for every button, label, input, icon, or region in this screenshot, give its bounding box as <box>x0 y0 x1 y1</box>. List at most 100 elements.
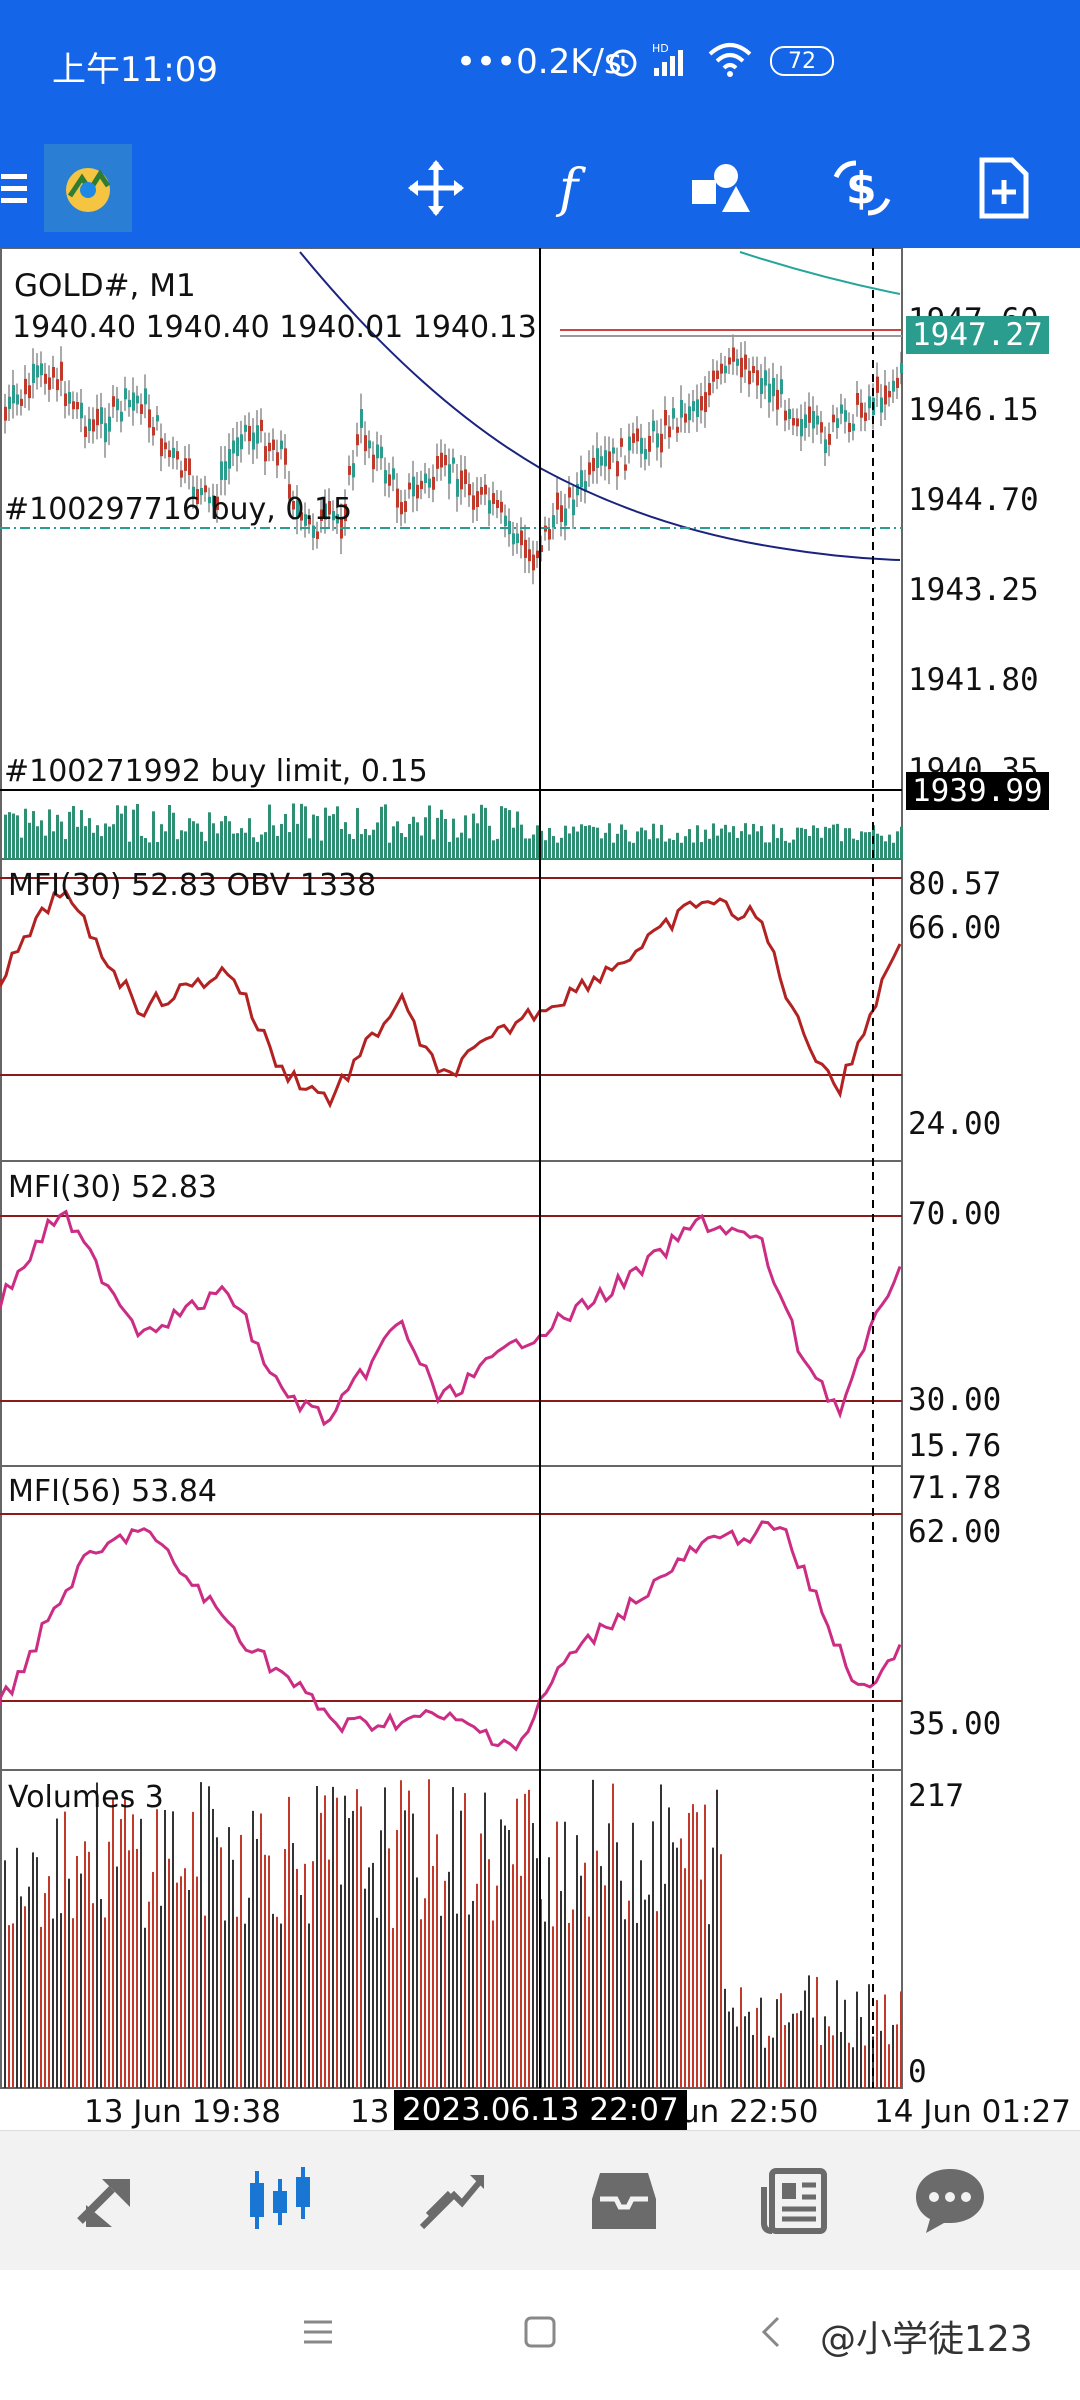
volume-bar <box>96 1782 98 2088</box>
volume-bar <box>548 827 551 859</box>
candle-body <box>732 347 735 362</box>
candle-body <box>884 385 887 405</box>
candle-body <box>404 501 407 512</box>
recent-apps-icon[interactable] <box>300 2314 336 2350</box>
candle-body <box>816 415 819 425</box>
volume-bar <box>492 1920 494 2088</box>
toolbar: f $ <box>0 128 1080 248</box>
order-buy-limit-label[interactable]: #100271992 buy limit, 0.15 <box>4 754 428 789</box>
candle-body <box>120 411 123 422</box>
volume-bar <box>4 1860 6 2088</box>
volume-bar <box>860 831 863 859</box>
new-order-icon[interactable] <box>966 150 1042 226</box>
volume-bar <box>676 1847 678 2088</box>
volume-bar <box>60 821 63 859</box>
candle-body <box>184 458 187 471</box>
candle-body <box>496 499 499 509</box>
candle-body <box>800 419 803 437</box>
candle-body <box>52 367 55 378</box>
candle-body <box>592 457 595 472</box>
trade-icon[interactable]: $ <box>824 150 900 226</box>
volume-bar <box>832 824 835 859</box>
volume-bar <box>692 1804 694 2088</box>
volume-bar <box>64 1811 66 2088</box>
volume-bar <box>840 2031 842 2088</box>
volume-bar <box>536 825 539 859</box>
volume-bar <box>672 839 675 859</box>
volume-bar <box>368 835 371 859</box>
candle-body <box>156 415 159 422</box>
candle-body <box>880 397 883 413</box>
volume-bar <box>668 1807 670 2088</box>
candle-body <box>652 420 655 432</box>
volume-bar <box>516 1798 518 2088</box>
candle-body <box>376 444 379 459</box>
candle-body <box>172 447 175 459</box>
history-icon[interactable] <box>582 2159 666 2243</box>
order-buy-label[interactable]: #100297716 buy, 0.15 <box>4 492 353 527</box>
candle-body <box>264 446 267 462</box>
volume-bar <box>8 1925 10 2088</box>
candle-body <box>700 396 703 411</box>
volume-bar <box>800 2010 802 2088</box>
candle-body <box>252 432 255 450</box>
candle-body <box>628 436 631 451</box>
candle-body <box>760 378 763 395</box>
volume-bar <box>100 836 103 859</box>
candle-body <box>284 448 287 465</box>
volume-bar <box>672 1842 674 2088</box>
volume-bar <box>864 832 867 859</box>
volume-bar <box>208 812 211 859</box>
volume-bar <box>56 1818 58 2088</box>
volume-bar <box>512 827 515 859</box>
price-tick: 1946.15 <box>908 392 1039 428</box>
candle-body <box>12 385 15 404</box>
volume-bar <box>412 816 415 859</box>
indicator-f-icon[interactable]: f <box>540 150 616 226</box>
volume-bar <box>48 809 51 859</box>
volume-bar <box>476 823 479 859</box>
chart-icon[interactable] <box>238 2159 322 2243</box>
volume-bar <box>128 841 131 859</box>
candle-body <box>316 531 319 539</box>
crosshair-move-icon[interactable] <box>398 150 474 226</box>
candle-body <box>744 354 747 370</box>
candle-body <box>188 458 191 476</box>
candle-body <box>136 395 139 404</box>
trade-icon[interactable] <box>410 2159 494 2243</box>
network-speed: •••0.2K/s <box>456 42 622 82</box>
candle-body <box>408 482 411 490</box>
volume-bar <box>220 1847 222 2088</box>
candle-body <box>196 489 199 505</box>
candle-body <box>768 383 771 403</box>
chart-area[interactable]: GOLD#, M1 1940.40 1940.40 1940.01 1940.1… <box>0 248 1080 2130</box>
volume-bar <box>808 1975 810 2088</box>
app-logo[interactable] <box>44 144 132 232</box>
menu-icon[interactable] <box>0 150 30 226</box>
candle-body <box>780 379 783 395</box>
volume-bar <box>556 842 559 859</box>
volume-bar <box>624 829 627 859</box>
volume-bar <box>292 803 295 859</box>
candle-body <box>584 481 587 492</box>
volume-bar <box>812 825 815 859</box>
news-icon[interactable] <box>754 2159 838 2243</box>
volume-bar <box>312 814 315 859</box>
back-icon[interactable] <box>754 2314 790 2350</box>
chat-icon[interactable] <box>908 2159 992 2243</box>
candle-body <box>256 425 259 444</box>
candle-body <box>484 484 487 495</box>
svg-text:$: $ <box>846 163 877 214</box>
volume-bar <box>168 804 171 859</box>
quotes-icon[interactable] <box>66 2159 150 2243</box>
candle-body <box>28 385 31 399</box>
volume-bar <box>816 1976 818 2088</box>
mfi30-tick: 15.76 <box>908 1428 1002 1464</box>
objects-icon[interactable] <box>682 150 758 226</box>
volume-bar <box>252 837 255 859</box>
candle-body <box>436 455 439 469</box>
volume-bar <box>748 834 751 859</box>
volume-bar <box>116 805 119 859</box>
volume-bar <box>236 833 239 859</box>
home-icon[interactable] <box>522 2314 558 2350</box>
